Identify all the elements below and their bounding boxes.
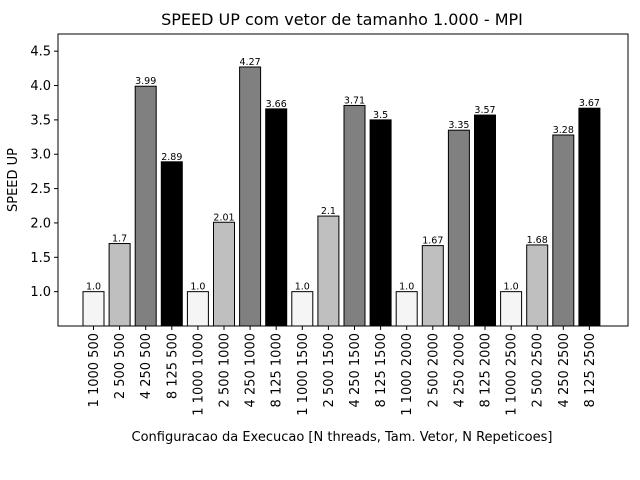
bar-11 xyxy=(343,104,366,327)
x-tick-label-13: 1 1000 2000 xyxy=(400,333,415,416)
x-tick-label-2: 2 500 500 xyxy=(113,333,128,399)
x-tick-label-18: 2 500 2500 xyxy=(531,333,546,407)
y-tick-label-7: 4.0 xyxy=(30,79,51,94)
x-tick-label-15: 4 250 2000 xyxy=(452,333,467,407)
y-axis: 1.0 1.5 2.0 2.5 3.0 3.5 4.0 4.5 xyxy=(30,45,58,300)
bar-7 xyxy=(239,66,262,327)
value-label-15: 3.35 xyxy=(448,120,469,131)
value-label-5: 1.0 xyxy=(190,282,205,293)
x-tick-label-16: 8 125 2000 xyxy=(479,333,494,407)
x-tick-label-9: 1 1000 1500 xyxy=(296,333,311,416)
bar-3 xyxy=(134,85,157,327)
value-label-1: 1.0 xyxy=(86,282,101,293)
bar-5 xyxy=(186,291,209,327)
bar-6 xyxy=(213,221,235,327)
bar-9 xyxy=(291,291,314,327)
bar-8 xyxy=(265,108,288,327)
x-tick-label-6: 2 500 1000 xyxy=(218,333,233,407)
x-tick-label-7: 4 250 1000 xyxy=(244,333,259,407)
value-label-2: 1.7 xyxy=(112,234,127,245)
x-tick-label-8: 8 125 1000 xyxy=(270,333,285,407)
y-tick-label-5: 3.0 xyxy=(30,148,51,163)
bar-12 xyxy=(369,119,392,327)
bar-4 xyxy=(160,161,183,327)
y-tick-label-3: 2.0 xyxy=(30,216,51,231)
value-label-12: 3.5 xyxy=(373,110,388,121)
x-axis-label: Configuracao da Execucao [N threads, Tam… xyxy=(132,430,553,445)
bar-19 xyxy=(552,134,575,327)
bar-16 xyxy=(474,114,496,327)
value-label-13: 1.0 xyxy=(399,282,414,293)
value-label-6: 2.01 xyxy=(213,212,234,223)
value-label-4: 2.89 xyxy=(161,152,182,163)
value-label-18: 1.68 xyxy=(527,235,548,246)
bar-13 xyxy=(395,291,418,327)
bar-10 xyxy=(317,215,340,327)
bar-1 xyxy=(82,291,105,327)
bar-20 xyxy=(578,107,601,327)
chart-title: SPEED UP com vetor de tamanho 1.000 - MP… xyxy=(161,10,523,29)
value-label-7: 4.27 xyxy=(240,57,261,68)
x-tick-label-19: 4 250 2500 xyxy=(557,333,572,407)
value-label-3: 3.99 xyxy=(135,76,156,87)
x-tick-label-17: 1 1000 2500 xyxy=(505,333,520,416)
y-tick-label-4: 2.5 xyxy=(30,182,51,197)
value-label-17: 1.0 xyxy=(504,282,519,293)
value-label-10: 2.1 xyxy=(321,206,336,217)
value-label-8: 3.66 xyxy=(266,99,287,110)
value-label-9: 1.0 xyxy=(295,282,310,293)
value-label-20: 3.67 xyxy=(579,98,600,109)
value-label-16: 3.57 xyxy=(474,105,495,116)
y-tick-label-1: 1.0 xyxy=(30,285,51,300)
x-tick-label-10: 2 500 1500 xyxy=(322,333,337,407)
bar-17 xyxy=(500,291,523,327)
x-tick-label-20: 8 125 2500 xyxy=(583,333,598,407)
bar-18 xyxy=(526,244,549,327)
bar-14 xyxy=(421,245,444,327)
value-label-14: 1.67 xyxy=(422,236,443,247)
x-tick-label-4: 8 125 500 xyxy=(165,333,180,399)
y-tick-label-6: 3.5 xyxy=(30,113,51,128)
x-tick-label-14: 2 500 2000 xyxy=(426,333,441,407)
x-tick-label-1: 1 1000 500 xyxy=(87,333,102,407)
y-tick-label-2: 1.5 xyxy=(30,251,51,266)
y-axis-label: SPEED UP xyxy=(6,148,21,212)
x-tick-label-3: 4 250 500 xyxy=(139,333,154,399)
plot-frame xyxy=(57,33,629,327)
y-tick-label-8: 4.5 xyxy=(30,45,51,60)
bar-2 xyxy=(108,243,131,327)
value-label-11: 3.71 xyxy=(344,95,365,106)
x-axis: 1 1000 500 2 500 500 4 250 500 8 125 500 1 1… xyxy=(87,326,598,416)
bars-group xyxy=(82,66,601,327)
x-tick-label-5: 1 1000 1000 xyxy=(191,333,206,416)
bar-15 xyxy=(447,129,470,327)
value-label-19: 3.28 xyxy=(553,125,574,136)
value-labels-group: 1.0 1.7 3.99 2.89 1.0 2.01 4.27 3.66 1.0 2.1 3.71 3… xyxy=(86,57,600,293)
x-tick-label-11: 4 250 1500 xyxy=(348,333,363,407)
x-tick-label-12: 8 125 1500 xyxy=(374,333,389,407)
